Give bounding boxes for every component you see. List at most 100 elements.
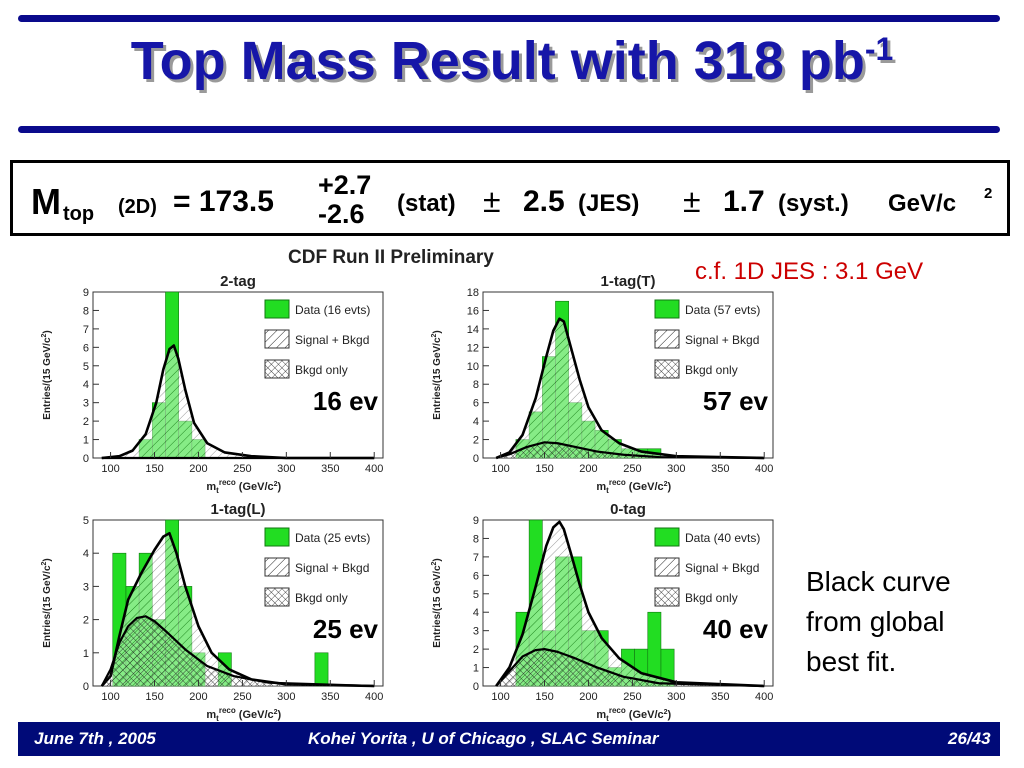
x-tick-label: 350 <box>321 691 339 703</box>
x-tick-label: 150 <box>535 691 553 703</box>
legend-signal-label: Signal + Bkgd <box>295 333 369 347</box>
histogram-1tag-tight: 1-tag(T) 0 2 4 6 8 10 12 14 16 18 100 150 200 250 300 35… <box>431 273 774 495</box>
legend-signal-swatch <box>264 329 290 349</box>
footer-page-number: 26/43 <box>948 729 991 748</box>
y-tick-label: 3 <box>83 581 89 593</box>
y-tick-label: 8 <box>473 379 479 391</box>
stat-plus-error: +2.7 <box>318 170 372 200</box>
slide-title: Top Mass Result with 318 pb-1 <box>130 31 894 91</box>
side-note-line: best fit. <box>806 646 897 677</box>
y-tick-label: 5 <box>83 515 89 527</box>
x-tick-label: 150 <box>145 691 163 703</box>
y-tick-label: 18 <box>467 287 479 299</box>
fit-total-curve <box>101 344 375 460</box>
y-tick-label: 1 <box>83 648 89 660</box>
y-tick-label: 7 <box>473 552 479 564</box>
legend-bkgd-label: Bkgd only <box>295 363 348 377</box>
fit-bkgd-area <box>496 649 765 686</box>
footer-author: Kohei Yorita , U of Chicago , SLAC Semin… <box>308 729 659 748</box>
side-note-line: from global <box>806 606 945 637</box>
x-tick-label: 400 <box>365 691 383 703</box>
legend-signal-swatch <box>654 557 680 577</box>
x-tick-label: 100 <box>491 463 509 475</box>
legend-bkgd-swatch-fill <box>655 360 679 378</box>
y-tick-label: 8 <box>473 533 479 545</box>
legend-bkgd-label: Bkgd only <box>685 591 738 605</box>
y-tick-label: 5 <box>83 361 89 373</box>
cf-note: c.f. 1D JES : 3.1 GeV <box>695 258 924 285</box>
y-tick-label: 2 <box>83 416 89 428</box>
y-tick-label: 9 <box>83 287 89 299</box>
x-tick-label: 400 <box>755 691 773 703</box>
fit-signal-area <box>496 521 765 686</box>
legend-signal-swatch <box>264 557 290 577</box>
y-tick-label: 4 <box>83 548 89 560</box>
y-tick-label: 1 <box>83 435 89 447</box>
y-axis-label: Entries/(15 GeV/c2) <box>431 558 443 648</box>
y-tick-label: 6 <box>473 398 479 410</box>
fit-total-curve <box>495 317 765 460</box>
x-tick-label: 300 <box>277 463 295 475</box>
y-tick-label: 0 <box>83 453 89 465</box>
y-axis-label: Entries/(15 GeV/c2) <box>431 330 443 420</box>
fit-bkgd-curve <box>495 441 765 460</box>
legend-bkgd-swatch-fill <box>265 588 289 606</box>
side-note: Black curve from global best fit. <box>806 562 951 682</box>
x-tick-label: 250 <box>623 463 641 475</box>
x-tick-label: 250 <box>233 463 251 475</box>
mass-subscript: top <box>63 203 95 225</box>
x-tick-label: 150 <box>145 463 163 475</box>
legend-bkgd-label: Bkgd only <box>295 591 348 605</box>
panel-title: 1-tag(T) <box>601 273 656 290</box>
x-tick-label: 400 <box>365 463 383 475</box>
x-tick-label: 150 <box>535 463 553 475</box>
mass-symbol: M <box>31 181 61 222</box>
fit-signal-area <box>496 318 765 458</box>
x-tick-label: 300 <box>277 691 295 703</box>
side-note-line: Black curve <box>806 566 951 597</box>
histogram-1tag-loose: 1-tag(L) 0 1 2 3 4 5 100 150 200 250 300 350 400 Entri… <box>41 501 384 723</box>
event-count-label: 57 ev <box>703 386 769 416</box>
result-box: M top (2D) = 173.5 +2.7 -2.6 (stat) ± 2.… <box>10 160 1010 236</box>
x-tick-label: 100 <box>491 691 509 703</box>
y-tick-label: 6 <box>83 342 89 354</box>
plot-frame <box>92 291 384 459</box>
event-count-label: 16 ev <box>313 386 379 416</box>
x-axis-label: mtreco (GeV/c2) <box>206 706 281 723</box>
jes-label: (JES) <box>578 190 640 217</box>
fit-bkgd-curve <box>100 615 375 688</box>
y-axis-label: Entries/(15 GeV/c2) <box>41 558 53 648</box>
histogram-2tag: 2-tag 0 1 2 3 4 5 6 7 8 9 100 150 200 250 300 350 400 Entr… <box>41 273 384 495</box>
x-tick-label: 350 <box>321 463 339 475</box>
legend-bkgd-label: Bkgd only <box>685 363 738 377</box>
footer-date: June 7th , 2005 <box>34 729 156 748</box>
fit-total-curve <box>100 531 375 688</box>
x-tick-label: 200 <box>189 463 207 475</box>
legend-data-label: Data (16 evts) <box>295 303 370 317</box>
y-tick-label: 2 <box>83 615 89 627</box>
y-tick-label: 7 <box>83 324 89 336</box>
cdf-preliminary-label: CDF Run II Preliminary <box>288 247 494 268</box>
y-tick-label: 12 <box>467 342 479 354</box>
x-tick-label: 350 <box>711 691 729 703</box>
x-axis-label: mtreco (GeV/c2) <box>596 478 671 495</box>
event-count-label: 40 ev <box>703 614 769 644</box>
plus-minus-2: ± <box>683 183 701 219</box>
x-tick-label: 100 <box>101 463 119 475</box>
y-tick-label: 9 <box>473 515 479 527</box>
title-bar-top <box>18 15 1000 22</box>
x-tick-label: 250 <box>233 691 251 703</box>
stat-label: (stat) <box>397 190 456 217</box>
fit-bkgd-area <box>101 616 375 686</box>
y-tick-label: 14 <box>467 324 479 336</box>
fit-total-curve <box>495 520 765 688</box>
mass-value: = 173.5 <box>173 185 274 218</box>
legend-data-swatch <box>264 299 290 319</box>
y-tick-label: 0 <box>473 453 479 465</box>
legend-bkgd-swatch-fill <box>265 360 289 378</box>
y-tick-label: 3 <box>83 398 89 410</box>
y-tick-label: 2 <box>473 435 479 447</box>
data-bar <box>314 652 329 687</box>
x-tick-label: 200 <box>189 691 207 703</box>
x-tick-label: 350 <box>711 463 729 475</box>
